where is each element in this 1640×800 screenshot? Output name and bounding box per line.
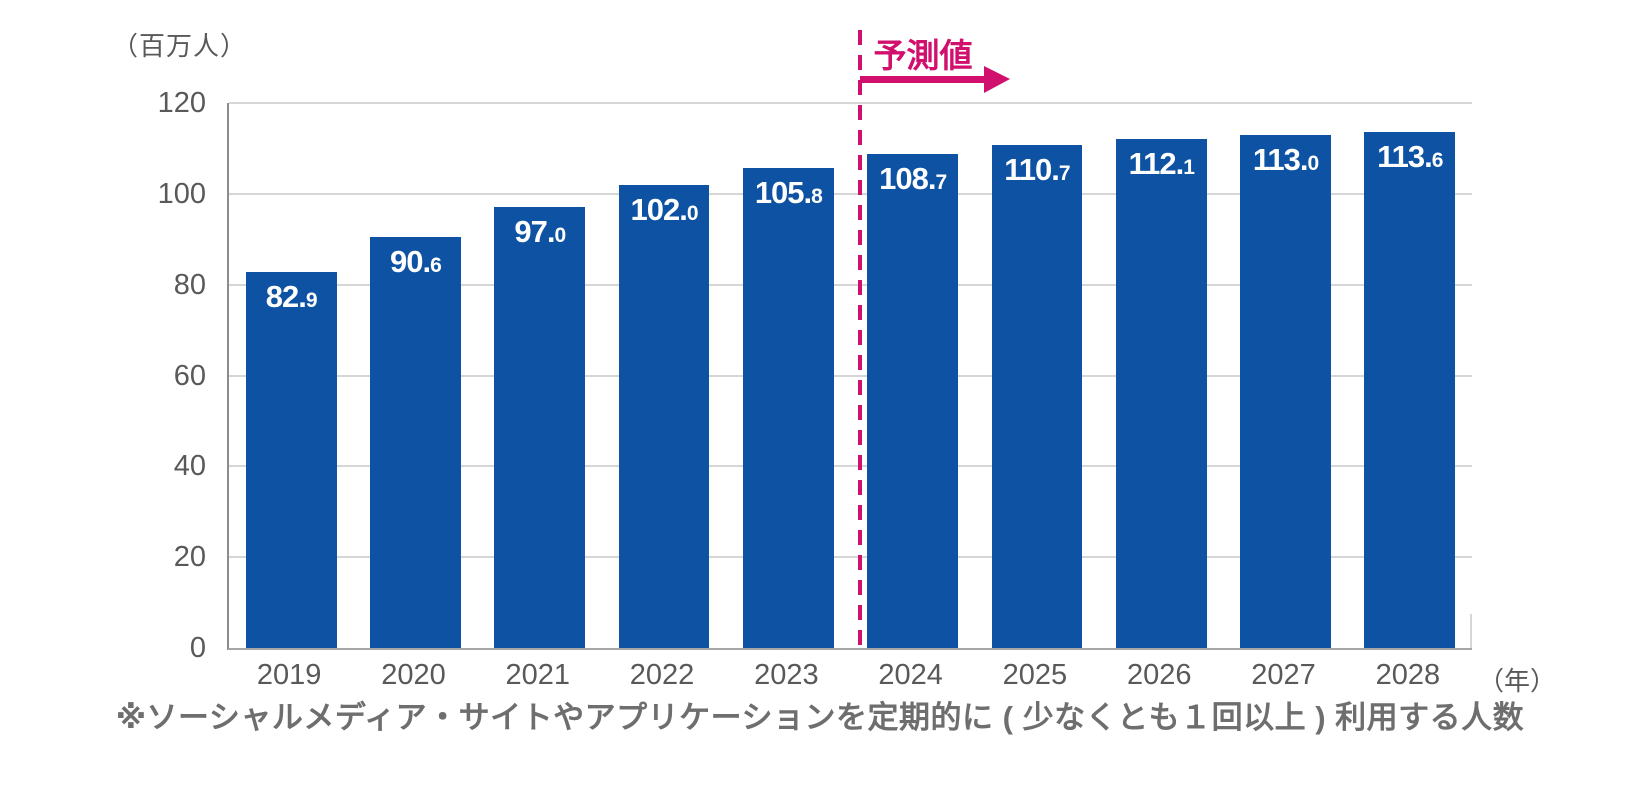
forecast-label: 予測値: [873, 37, 973, 74]
bar-slot-2027: 113.0: [1223, 103, 1347, 648]
bar-2023: 105.8: [742, 167, 834, 648]
bar-2025: 110.7: [991, 145, 1083, 648]
bar-slot-2025: 110.7: [975, 103, 1099, 648]
bar-2026: 112.1: [1115, 138, 1207, 648]
bar-value-label-2024: 108.7: [879, 161, 947, 197]
y-axis-tick-label-40: 40: [173, 450, 206, 483]
x-axis-tick-label-2024: 2024: [878, 659, 943, 691]
gridline-20: [229, 556, 1472, 559]
bar-value-label-2021: 97.0: [514, 214, 566, 250]
x-axis-unit-label: （年）: [1478, 666, 1557, 696]
bar-slot-2020: 90.6: [353, 103, 477, 648]
y-axis-tick-label-20: 20: [173, 541, 206, 574]
forecast-arrow: [859, 76, 984, 83]
bar-value-label-2025: 110.7: [1004, 152, 1070, 188]
bar-slot-2023: 105.8: [726, 103, 850, 648]
bar-value-label-2023: 105.8: [754, 174, 823, 210]
gridline-40: [229, 465, 1472, 468]
bar-2022: 102.0: [618, 184, 710, 648]
gridline-100: [229, 192, 1472, 195]
bar-value-label-2022: 102.0: [630, 191, 699, 227]
bar-2021: 97.0: [494, 207, 586, 648]
y-axis-tick-label-100: 100: [157, 177, 206, 210]
x-axis-tick-label-2021: 2021: [505, 659, 570, 691]
bar-2027: 113.0: [1240, 134, 1331, 648]
plot-area: 82.9 90.6 97.0 102.0 105.8 108.7 110.7 112.1 113…: [227, 30, 1472, 650]
bar-slot-2021: 97.0: [478, 103, 602, 648]
bar-value-label-2019: 82.9: [265, 278, 318, 314]
bar-2028: 113.6: [1364, 132, 1456, 648]
x-axis-tick-label-2028: 2028: [1375, 659, 1441, 691]
bar-2020: 90.6: [370, 236, 461, 648]
bar-value-label-2026: 112.1: [1128, 145, 1195, 181]
x-axis-tick-label-2025: 2025: [1002, 659, 1068, 691]
x-axis-tick-label-2023: 2023: [754, 659, 819, 691]
y-axis-unit-label: （百万人）: [112, 31, 248, 61]
y-axis-tick-label-60: 60: [173, 359, 206, 392]
x-axis-tick-label-2026: 2026: [1126, 659, 1192, 691]
bar-slot-2026: 112.1: [1099, 103, 1223, 648]
bar-value-label-2028: 113.6: [1377, 139, 1443, 175]
forecast-divider-line: [857, 30, 862, 648]
bar-slot-2028: 113.6: [1348, 103, 1472, 648]
bar-slot-2024: 108.7: [850, 103, 974, 648]
x-axis-tick-label-2019: 2019: [256, 659, 322, 691]
x-axis-tick-labels: 2019 2020 2021 2022 2023 2024 2025 2026 2027 2028: [227, 659, 1470, 692]
x-axis-tick-label-2027: 2027: [1251, 659, 1316, 691]
gridline-60: [229, 374, 1472, 377]
footnote: ※ソーシャルメディア・サイトやアプリケーションを定期的に ( 少なくとも１回以上…: [115, 700, 1525, 735]
y-axis-tick-label-120: 120: [157, 87, 206, 119]
gridline-80: [229, 283, 1472, 286]
y-axis-tick-label-0: 0: [189, 632, 206, 664]
bar-slot-2022: 102.0: [602, 103, 726, 648]
bar-slot-2019: 82.9: [229, 103, 353, 648]
bar-value-label-2027: 113.0: [1252, 141, 1319, 177]
bar-2024: 108.7: [867, 154, 958, 648]
x-axis-tick-label-2020: 2020: [381, 659, 446, 691]
bar-value-label-2020: 90.6: [390, 243, 442, 279]
y-axis-tick-label-80: 80: [173, 268, 206, 301]
bar-series: 82.9 90.6 97.0 102.0 105.8 108.7 110.7 112.1 113…: [229, 103, 1472, 648]
forecast-arrow-head-icon: [983, 66, 1010, 93]
bar-2019: 82.9: [245, 271, 337, 648]
x-axis-tick-label-2022: 2022: [629, 659, 695, 691]
gridline-120: [229, 102, 1472, 104]
x-axis-end-tick: [1470, 614, 1472, 648]
